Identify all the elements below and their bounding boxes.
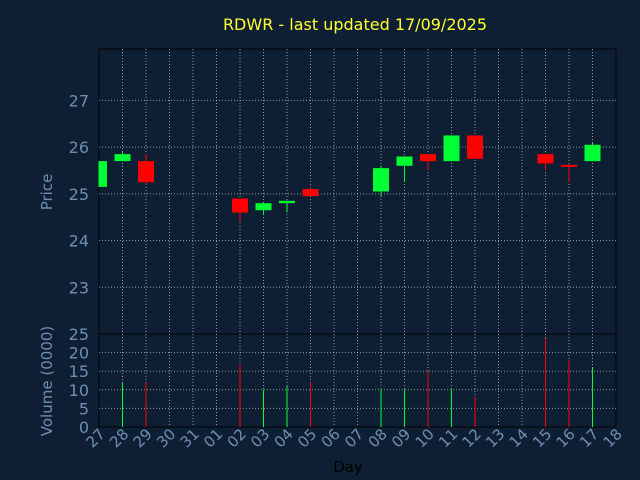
candle-body: [279, 200, 295, 204]
x-tick-label: 30: [153, 425, 179, 451]
x-tick-label: 12: [459, 425, 485, 451]
volume-tick-label: 0: [79, 418, 89, 437]
x-tick-label: 07: [341, 425, 367, 451]
candle-body: [114, 154, 131, 162]
volume-tick-label: 15: [69, 362, 89, 381]
x-axis: 2728293031010203040506070809101112131415…: [83, 425, 626, 451]
candle-body: [138, 161, 154, 183]
x-tick-label: 28: [106, 425, 132, 451]
candle-body: [99, 161, 107, 187]
price-tick-label: 25: [69, 185, 89, 204]
volume-tick-label: 25: [69, 325, 89, 344]
candle-body: [420, 154, 436, 162]
price-axis-label: Price: [38, 174, 56, 211]
candle-body: [255, 203, 272, 211]
x-tick-label: 09: [388, 425, 414, 451]
x-tick-label: 10: [412, 425, 438, 451]
x-tick-label: 29: [130, 425, 156, 451]
price-tick-label: 24: [69, 232, 89, 251]
x-tick-label: 02: [224, 425, 250, 451]
candle-body: [537, 154, 554, 164]
candle-body: [232, 198, 248, 213]
x-tick-label: 18: [600, 425, 626, 451]
candle-body: [584, 144, 601, 162]
price-tick-label: 27: [69, 91, 89, 110]
volume-tick-label: 10: [69, 381, 89, 400]
x-tick-label: 06: [318, 425, 344, 451]
x-tick-label: 16: [553, 425, 579, 451]
x-tick-label: 03: [247, 425, 273, 451]
x-tick-label: 31: [177, 425, 203, 451]
x-tick-label: 01: [200, 425, 226, 451]
volume-tick-label: 5: [79, 399, 89, 418]
candle-body: [373, 168, 389, 192]
volume-plot-area: [98, 333, 617, 428]
candle-body: [396, 156, 413, 166]
price-panel: 23 24 25 26 27: [69, 48, 617, 335]
x-tick-label: 08: [365, 425, 391, 451]
x-tick-label: 05: [294, 425, 320, 451]
x-tick-label: 15: [529, 425, 555, 451]
x-tick-label: 11: [435, 425, 461, 451]
x-tick-label: 17: [576, 425, 602, 451]
x-tick-label: 04: [271, 425, 297, 451]
candle-body: [443, 135, 460, 162]
x-tick-label: 14: [506, 425, 532, 451]
candle-body: [561, 164, 577, 167]
x-axis-label: Day: [333, 458, 363, 476]
candle-body: [302, 189, 319, 197]
candle-body: [467, 135, 483, 159]
price-tick-label: 26: [69, 138, 89, 157]
chart-title: RDWR - last updated 17/09/2025: [223, 15, 487, 34]
volume-axis-label: Volume (0000): [38, 326, 56, 436]
volume-tick-label: 20: [69, 344, 89, 363]
x-tick-label: 13: [482, 425, 508, 451]
price-tick-label: 23: [69, 278, 89, 297]
